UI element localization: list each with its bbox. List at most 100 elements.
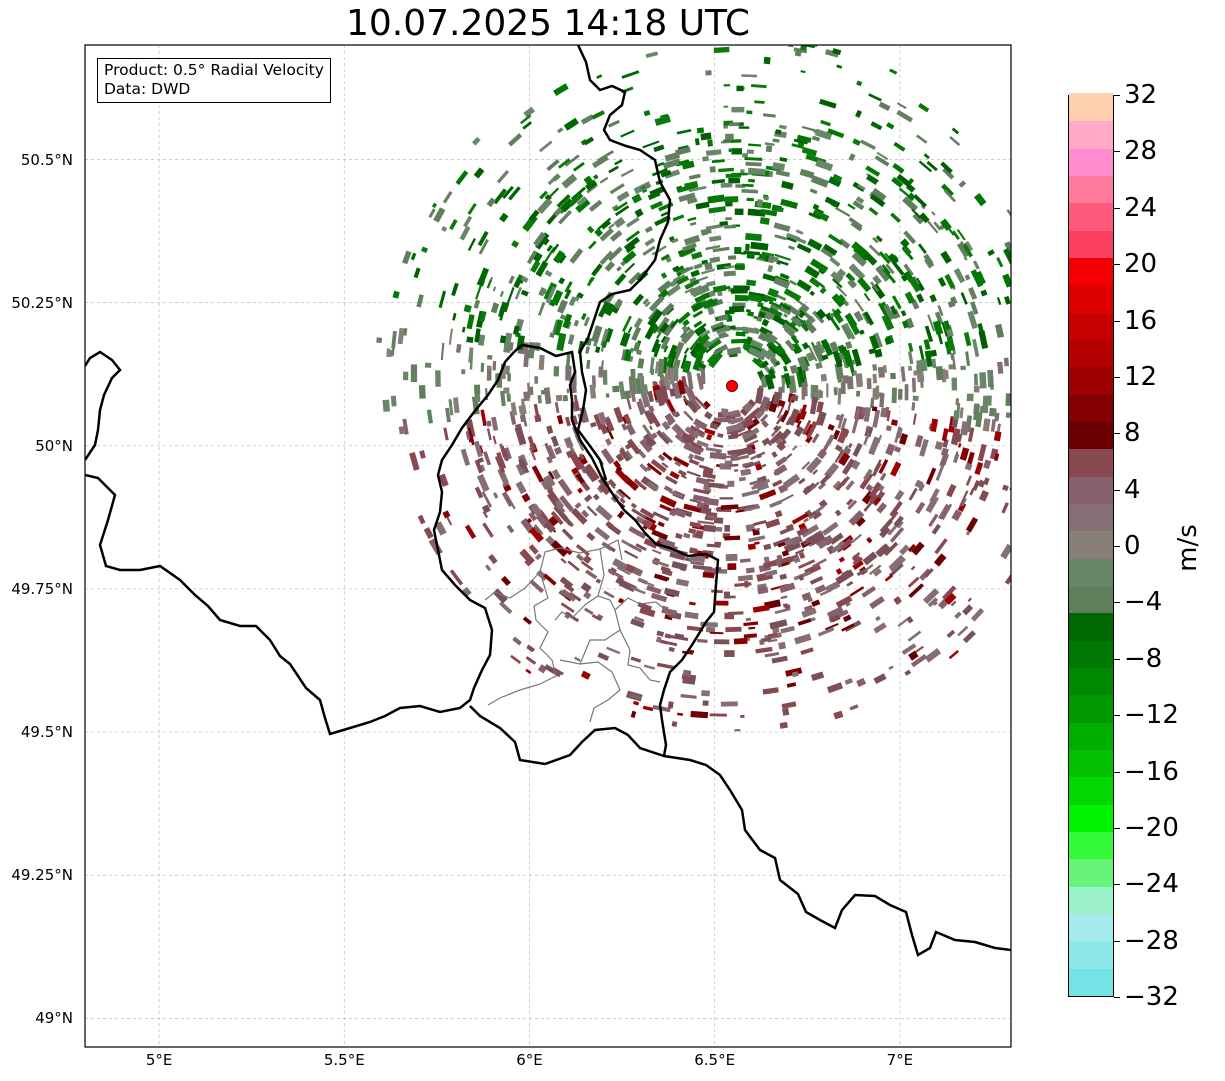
echo-pixel: [1041, 407, 1047, 421]
echo-pixel: [840, 417, 848, 431]
echo-pixel: [803, 604, 813, 612]
echo-pixel: [413, 267, 421, 279]
echo-pixel: [724, 265, 736, 269]
echo-pixel: [627, 326, 633, 334]
echo-pixel: [583, 591, 592, 600]
echo-pixel: [903, 263, 914, 277]
echo-pixel: [755, 646, 773, 654]
echo-pixel: [977, 443, 987, 462]
echo-pixel: [716, 262, 732, 271]
echo-pixel: [810, 671, 825, 682]
country-border-be-lu: [513, 343, 720, 757]
echo-pixel: [466, 336, 474, 344]
echo-pixel: [598, 411, 608, 425]
map-frame: [84, 44, 1012, 1048]
echo-pixel: [674, 146, 691, 156]
echo-pixel: [934, 311, 944, 325]
echo-pixel: [530, 503, 543, 517]
echo-pixel: [616, 266, 622, 272]
colorbar-tick-label: −32: [1124, 982, 1179, 1012]
echo-pixel: [852, 138, 861, 146]
echo-pixel: [630, 618, 645, 629]
echo-pixel: [687, 432, 697, 441]
echo-pixel: [553, 498, 565, 510]
echo-pixel: [599, 176, 609, 184]
echo-pixel: [767, 255, 775, 264]
echo-pixel: [669, 489, 684, 499]
echo-pixel: [979, 405, 983, 421]
echo-pixel: [937, 305, 944, 316]
echo-pixel: [800, 647, 814, 655]
echo-pixel: [933, 221, 942, 231]
echo-pixel: [689, 342, 700, 355]
echo-pixel: [651, 529, 669, 540]
echo-pixel: [608, 223, 615, 230]
echo-pixel: [650, 458, 667, 473]
echo-pixel: [605, 393, 610, 398]
echo-pixel: [581, 509, 590, 518]
echo-pixel: [735, 331, 746, 337]
echo-pixel: [890, 372, 896, 380]
echo-pixel: [868, 436, 881, 456]
echo-pixel: [829, 341, 840, 354]
echo-pixel: [731, 148, 742, 155]
echo-pixel: [688, 173, 701, 180]
echo-pixel: [789, 279, 797, 286]
echo-pixel: [930, 418, 939, 433]
echo-pixel: [682, 669, 692, 677]
echo-pixel: [734, 208, 744, 216]
echo-pixel: [868, 348, 877, 355]
echo-pixel: [681, 325, 689, 333]
echo-pixel: [573, 161, 585, 172]
colorbar-segment: [1069, 667, 1113, 696]
echo-pixel: [709, 256, 721, 264]
echo-pixel: [773, 277, 791, 289]
echo-pixel: [907, 576, 920, 588]
echo-pixel: [854, 298, 865, 312]
echo-pixel: [863, 251, 878, 266]
echo-pixel: [850, 221, 863, 232]
echo-pixel: [600, 448, 615, 465]
echo-pixel: [672, 214, 685, 222]
echo-pixel: [719, 497, 734, 500]
echo-pixel: [656, 429, 671, 445]
echo-pixel: [748, 535, 766, 543]
echo-pixel: [724, 612, 734, 620]
echo-pixel: [677, 712, 684, 716]
echo-pixel: [726, 422, 745, 433]
echo-pixel: [561, 173, 578, 189]
echo-pixel: [806, 423, 817, 439]
echo-pixel: [481, 504, 491, 514]
echo-pixel: [559, 576, 574, 589]
echo-pixel: [705, 149, 722, 156]
echo-pixel: [798, 574, 805, 581]
echo-pixel: [471, 136, 481, 146]
echo-pixel: [449, 569, 464, 586]
echo-pixel: [546, 493, 558, 507]
echo-pixel: [642, 424, 654, 440]
echo-pixel: [656, 662, 675, 670]
echo-pixel: [834, 509, 842, 517]
echo-pixel: [503, 387, 510, 394]
echo-pixel: [680, 474, 687, 479]
country-border-be-fr: [85, 351, 515, 736]
echo-pixel: [703, 497, 719, 506]
echo-pixel: [692, 430, 701, 439]
echo-pixel: [908, 487, 918, 501]
echo-pixel: [968, 287, 978, 300]
echo-pixel: [960, 365, 966, 371]
echo-pixel: [954, 451, 959, 459]
echo-pixel: [865, 426, 871, 431]
echo-pixel: [746, 439, 759, 447]
echo-pixel: [1024, 391, 1027, 401]
echo-pixel: [676, 275, 690, 286]
echo-pixel: [796, 134, 812, 143]
echo-pixel: [870, 121, 883, 131]
echo-pixel: [508, 186, 521, 201]
echo-pixel: [466, 314, 475, 330]
echo-pixel: [491, 416, 499, 431]
echo-pixel: [664, 633, 672, 639]
echo-pixel: [815, 340, 826, 354]
echo-pixel: [621, 70, 640, 79]
echo-pixel: [751, 483, 764, 490]
